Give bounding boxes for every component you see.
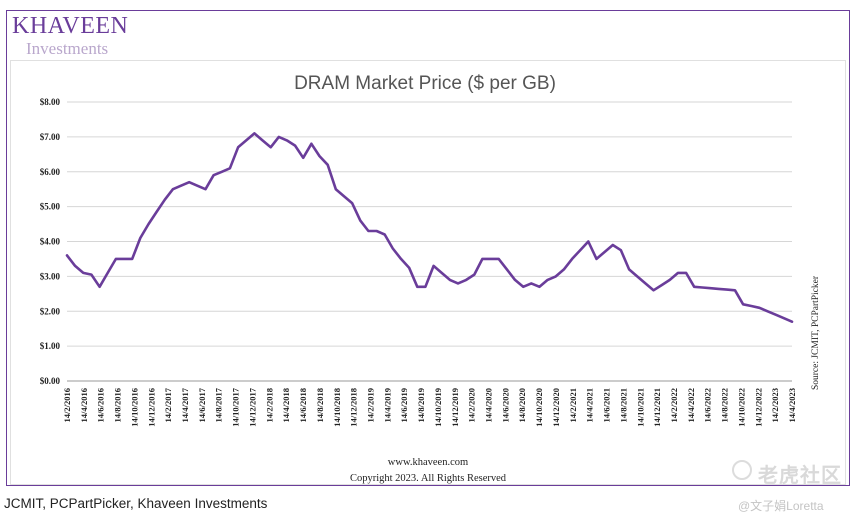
x-tick-label: 14/8/2022 — [720, 388, 730, 422]
x-tick-label: 14/8/2017 — [214, 387, 224, 422]
y-tick-label: $0.00 — [40, 376, 61, 386]
x-tick-label: 14/10/2021 — [635, 388, 645, 427]
x-tick-label: 14/12/2021 — [652, 388, 662, 427]
x-tick-label: 14/4/2019 — [382, 388, 392, 422]
x-tick-label: 14/8/2019 — [416, 388, 426, 422]
y-tick-label: $1.00 — [40, 341, 61, 351]
source-label: Source: JCMIT, PCPartPicker — [811, 275, 821, 390]
footer-site: www.khaveen.com — [388, 457, 468, 468]
series-line — [65, 132, 794, 324]
x-tick-label: 14/10/2016 — [129, 388, 139, 427]
x-tick-label: 14/6/2020 — [500, 388, 510, 422]
brand-subtitle: Investments — [26, 39, 109, 58]
watermark-site: 老虎社区 — [758, 465, 842, 487]
x-tick-label: 14/6/2017 — [197, 387, 207, 422]
x-tick-label: 14/2/2019 — [365, 388, 375, 422]
y-tick-label: $7.00 — [40, 132, 61, 142]
plot-area-border — [10, 60, 846, 485]
x-tick-label: 14/4/2016 — [79, 388, 89, 422]
x-tick-label: 14/10/2018 — [332, 388, 342, 427]
x-tick-label: 14/12/2017 — [247, 387, 257, 426]
x-tick-label: 14/2/2022 — [669, 388, 679, 422]
footer-copyright: Copyright 2023. All Rights Reserved — [350, 473, 507, 484]
x-tick-label: 14/10/2019 — [433, 388, 443, 427]
y-tick-label: $8.00 — [40, 97, 61, 107]
x-tick-label: 14/4/2022 — [686, 388, 696, 422]
x-tick-label: 14/2/2016 — [62, 388, 72, 422]
x-tick-label: 14/12/2019 — [450, 388, 460, 427]
watermark-logo-icon — [732, 460, 752, 480]
x-tick-label: 14/6/2021 — [602, 388, 612, 422]
x-tick-label: 14/12/2020 — [551, 388, 561, 427]
x-tick-label: 14/8/2018 — [315, 388, 325, 422]
x-tick-label: 14/10/2022 — [736, 388, 746, 427]
x-tick-label: 14/12/2018 — [349, 388, 359, 427]
x-tick-label: 14/2/2020 — [467, 388, 477, 422]
y-tick-label: $6.00 — [40, 167, 61, 177]
x-tick-label: 14/4/2018 — [281, 388, 291, 422]
x-tick-label: 14/6/2016 — [96, 388, 106, 422]
x-tick-label: 14/12/2022 — [753, 388, 763, 427]
y-tick-label: $3.00 — [40, 271, 61, 281]
x-tick-label: 14/8/2020 — [517, 388, 527, 422]
x-tick-label: 14/2/2017 — [163, 387, 173, 422]
x-tick-label: 14/12/2016 — [146, 388, 156, 427]
x-tick-label: 14/10/2017 — [231, 387, 241, 426]
x-tick-label: 14/2/2021 — [568, 388, 578, 422]
y-tick-label: $5.00 — [40, 202, 61, 212]
x-tick-label: 14/6/2018 — [298, 388, 308, 422]
x-tick-label: 14/4/2017 — [180, 387, 190, 422]
y-tick-label: $4.00 — [40, 237, 61, 247]
chart-frame — [6, 10, 850, 486]
x-tick-label: 14/2/2023 — [770, 388, 780, 422]
x-tick-label: 14/8/2021 — [618, 388, 628, 422]
x-tick-label: 14/6/2019 — [399, 388, 409, 422]
x-tick-label: 14/4/2021 — [585, 388, 595, 422]
brand-logo: KHAVEEN — [12, 13, 129, 39]
x-tick-label: 14/4/2023 — [787, 388, 797, 422]
x-tick-label: 14/10/2020 — [534, 388, 544, 427]
x-tick-label: 14/2/2018 — [264, 388, 274, 422]
image-caption: JCMIT, PCPartPicker, Khaveen Investments — [4, 496, 268, 511]
x-tick-label: 14/4/2020 — [484, 388, 494, 422]
x-tick-label: 14/6/2022 — [703, 388, 713, 422]
chart-title: DRAM Market Price ($ per GB) — [294, 73, 556, 94]
x-tick-label: 14/8/2016 — [113, 388, 123, 422]
watermark-author: @文子娟Loretta — [738, 499, 824, 513]
y-tick-label: $2.00 — [40, 306, 61, 316]
